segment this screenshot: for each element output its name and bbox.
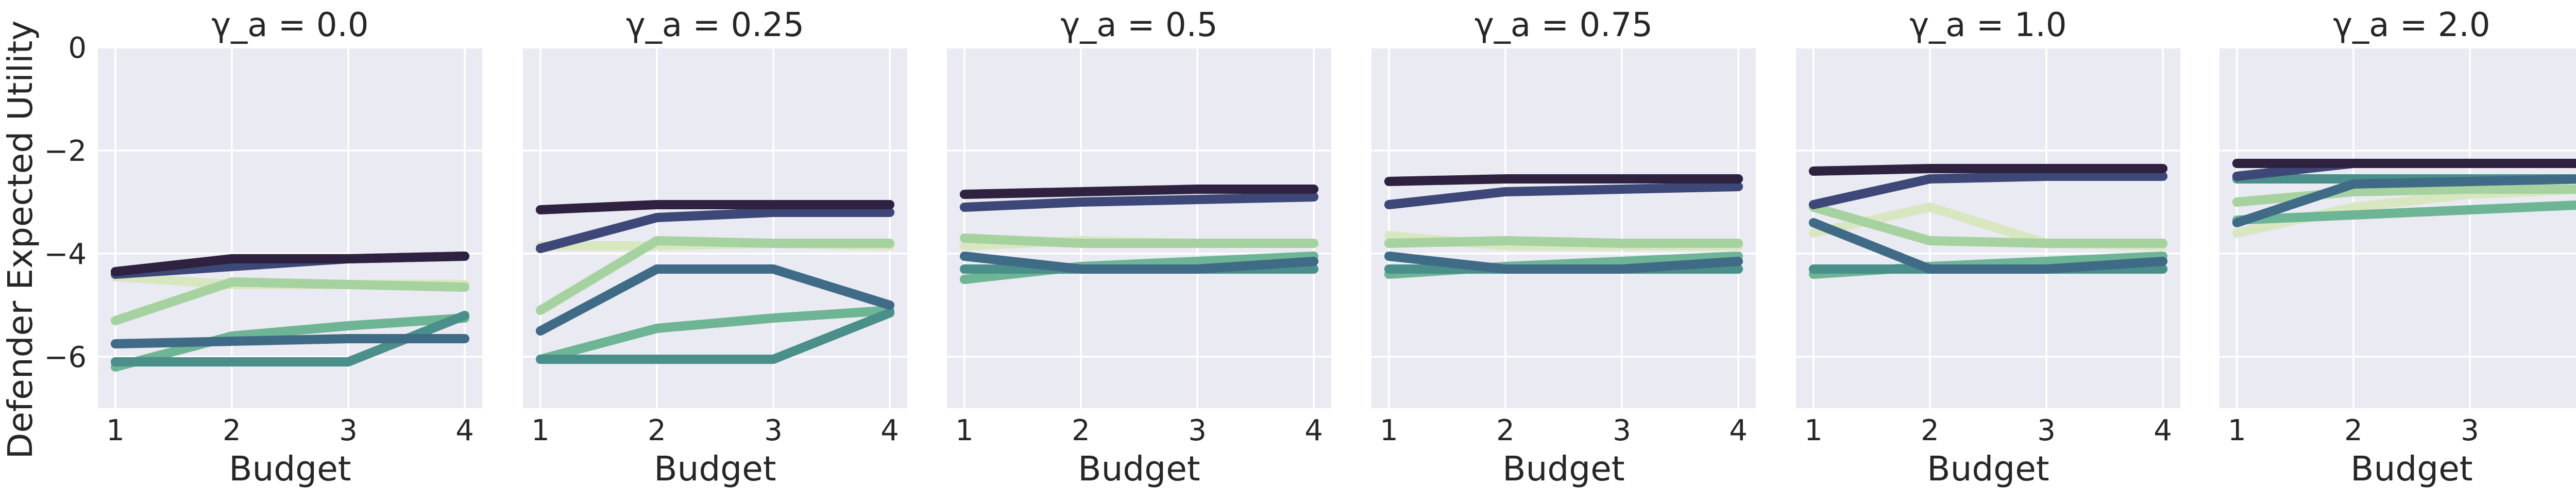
series-line-5 bbox=[110, 334, 470, 348]
x-tick-label: 3 bbox=[339, 414, 358, 447]
series-line-2 bbox=[2232, 185, 2576, 207]
series-line-3 bbox=[535, 306, 895, 364]
y-tick-label: 0 bbox=[68, 31, 87, 65]
y-axis-label: Defender Expected Utility bbox=[1, 21, 40, 459]
panel-title: γ_a = 2.0 bbox=[2333, 6, 2490, 44]
x-tick-label: 1 bbox=[531, 414, 550, 447]
x-tick-label: 3 bbox=[764, 414, 783, 447]
x-tick-label: 4 bbox=[1729, 414, 1748, 447]
series-line-7 bbox=[1808, 164, 2168, 176]
x-tick-label: 2 bbox=[648, 414, 666, 447]
x-tick-label: 2 bbox=[1072, 414, 1090, 447]
series-line-6 bbox=[959, 192, 1319, 212]
series-line-5 bbox=[1384, 252, 1743, 274]
x-tick-label: 2 bbox=[1496, 414, 1515, 447]
panel-5: 1 2 3 4 γ_a = 1.0 Budget bbox=[1796, 6, 2180, 489]
x-tick-label: 1 bbox=[1804, 414, 1823, 447]
x-tick-label: 2 bbox=[223, 414, 241, 447]
y-tick-label: −6 bbox=[44, 341, 87, 374]
x-axis-label: Budget bbox=[654, 449, 776, 489]
x-tick-label: 3 bbox=[2037, 414, 2056, 447]
series-line-2 bbox=[959, 234, 1319, 248]
x-tick-label: 2 bbox=[1921, 414, 1939, 447]
series-line-2 bbox=[1384, 236, 1743, 248]
x-tick-label: 3 bbox=[1188, 414, 1207, 447]
x-axis-label: Budget bbox=[1927, 449, 2049, 489]
plot-background bbox=[98, 47, 482, 408]
x-tick-label: 4 bbox=[2154, 414, 2172, 447]
x-tick-label: 4 bbox=[880, 414, 899, 447]
panel-title: γ_a = 0.5 bbox=[1060, 6, 1217, 44]
y-tick-label: −2 bbox=[44, 135, 87, 168]
series-line-4 bbox=[535, 308, 895, 364]
x-tick-label: 1 bbox=[1380, 414, 1398, 447]
panels: 1 2 3 4 0 −2 −4 −6 γ_a = 0.0 Budget 1 2 3 4 γ_a = 0.25… bbox=[44, 6, 2576, 489]
series-line-2 bbox=[110, 277, 470, 325]
x-tick-label: 3 bbox=[2461, 414, 2479, 447]
series-line-7 bbox=[959, 185, 1319, 199]
panel-title: γ_a = 0.0 bbox=[211, 6, 368, 44]
plot-background bbox=[947, 47, 1331, 408]
panel-title: γ_a = 0.25 bbox=[626, 6, 804, 44]
panel-4: 1 2 3 4 γ_a = 0.75 Budget bbox=[1371, 6, 1756, 489]
x-tick-label: 1 bbox=[106, 414, 125, 447]
y-tick-label: −4 bbox=[44, 238, 87, 271]
series-line-5 bbox=[959, 252, 1319, 274]
x-tick-label: 4 bbox=[1304, 414, 1323, 447]
x-axis-label: Budget bbox=[1502, 449, 1624, 489]
series-line-5 bbox=[2232, 174, 2576, 227]
x-tick-label: 3 bbox=[1613, 414, 1631, 447]
x-tick-label: 4 bbox=[455, 414, 474, 447]
x-axis-label: Budget bbox=[2350, 449, 2472, 489]
x-tick-label: 1 bbox=[2228, 414, 2246, 447]
x-tick-label: 1 bbox=[955, 414, 974, 447]
panel-3: 1 2 3 4 γ_a = 0.5 Budget bbox=[947, 6, 1331, 489]
series-line-6 bbox=[535, 208, 895, 253]
x-tick-label: 2 bbox=[2344, 414, 2363, 447]
panel-1: 1 2 3 4 0 −2 −4 −6 γ_a = 0.0 Budget bbox=[44, 6, 482, 489]
series-line-2 bbox=[1808, 203, 2168, 248]
x-axis-label: Budget bbox=[229, 449, 351, 489]
series-line-2 bbox=[535, 236, 895, 315]
series-line-5 bbox=[535, 264, 895, 336]
series-line-6 bbox=[1808, 172, 2168, 209]
series-line-5 bbox=[1808, 218, 2168, 274]
x-axis-label: Budget bbox=[1078, 449, 1200, 489]
plot-background bbox=[523, 47, 907, 408]
panel-2: 1 2 3 4 γ_a = 0.25 Budget bbox=[523, 6, 907, 489]
series-line-6 bbox=[1384, 182, 1743, 209]
panel-title: γ_a = 1.0 bbox=[1909, 6, 2066, 44]
series-line-7 bbox=[1384, 174, 1743, 186]
plot-background bbox=[1371, 47, 1756, 408]
series-line-3 bbox=[110, 313, 470, 372]
series-line-3 bbox=[2232, 200, 2576, 225]
series-line-7 bbox=[535, 200, 895, 214]
series-line-7 bbox=[110, 252, 470, 276]
panel-title: γ_a = 0.75 bbox=[1475, 6, 1653, 44]
